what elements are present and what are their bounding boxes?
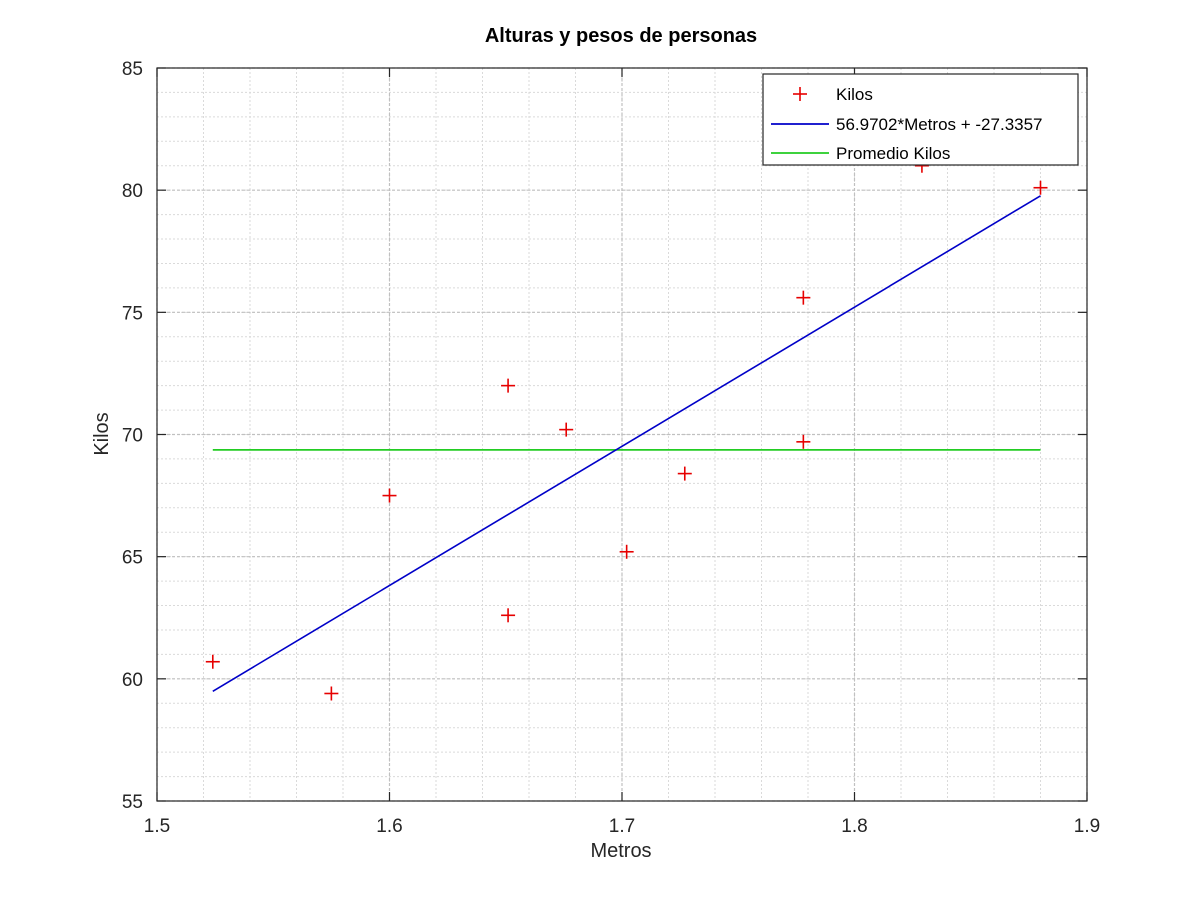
data-point: [619, 544, 634, 559]
y-tick-label: 65: [122, 548, 143, 569]
legend-marker-plus-icon: [793, 87, 807, 101]
data-point: [501, 378, 516, 393]
data-point: [382, 488, 397, 503]
y-axis-label: Kilos: [91, 412, 113, 455]
data-point: [677, 466, 692, 481]
data-point: [796, 434, 811, 449]
x-tick-label: 1.7: [609, 816, 635, 837]
legend-plus: [793, 87, 807, 101]
y-tick-labels: 55 60 65 70 75 80 85: [122, 59, 143, 813]
legend-label-fit: 56.9702*Metros + -27.3357: [836, 115, 1043, 134]
legend: Kilos 56.9702*Metros + -27.3357 Promedio…: [762, 73, 1079, 166]
legend-label-mean: Promedio Kilos: [836, 144, 950, 163]
x-tick-labels: 1.5 1.6 1.7 1.8 1.9: [144, 816, 1100, 837]
legend-entry-mean: Promedio Kilos: [771, 144, 950, 163]
legend-entry-fit: 56.9702*Metros + -27.3357: [771, 115, 1043, 134]
data-point: [1033, 180, 1048, 195]
series-layer: [205, 158, 1048, 701]
x-tick-label: 1.6: [376, 816, 402, 837]
y-tick-label: 55: [122, 792, 143, 813]
data-point: [205, 654, 220, 669]
x-axis-label: Metros: [590, 840, 651, 862]
legend-label-kilos: Kilos: [836, 85, 873, 104]
fit-line: [212, 195, 1041, 692]
y-tick-label: 70: [122, 426, 143, 447]
chart-title: Alturas y pesos de personas: [485, 25, 757, 47]
y-tick-label: 80: [122, 181, 143, 202]
y-tick-label: 85: [122, 59, 143, 80]
legend-entry-kilos: Kilos: [793, 85, 873, 104]
y-tick-label: 75: [122, 303, 143, 324]
data-point: [324, 686, 339, 701]
data-point: [796, 290, 811, 305]
grid: [156, 67, 1088, 802]
x-tick-label: 1.8: [841, 816, 867, 837]
y-tick-label: 60: [122, 670, 143, 691]
data-point: [559, 422, 574, 437]
data-point: [501, 608, 516, 623]
tick-marks: [156, 67, 1088, 802]
legend-box: [762, 73, 1079, 166]
x-tick-label: 1.5: [144, 816, 170, 837]
x-tick-label: 1.9: [1074, 816, 1100, 837]
